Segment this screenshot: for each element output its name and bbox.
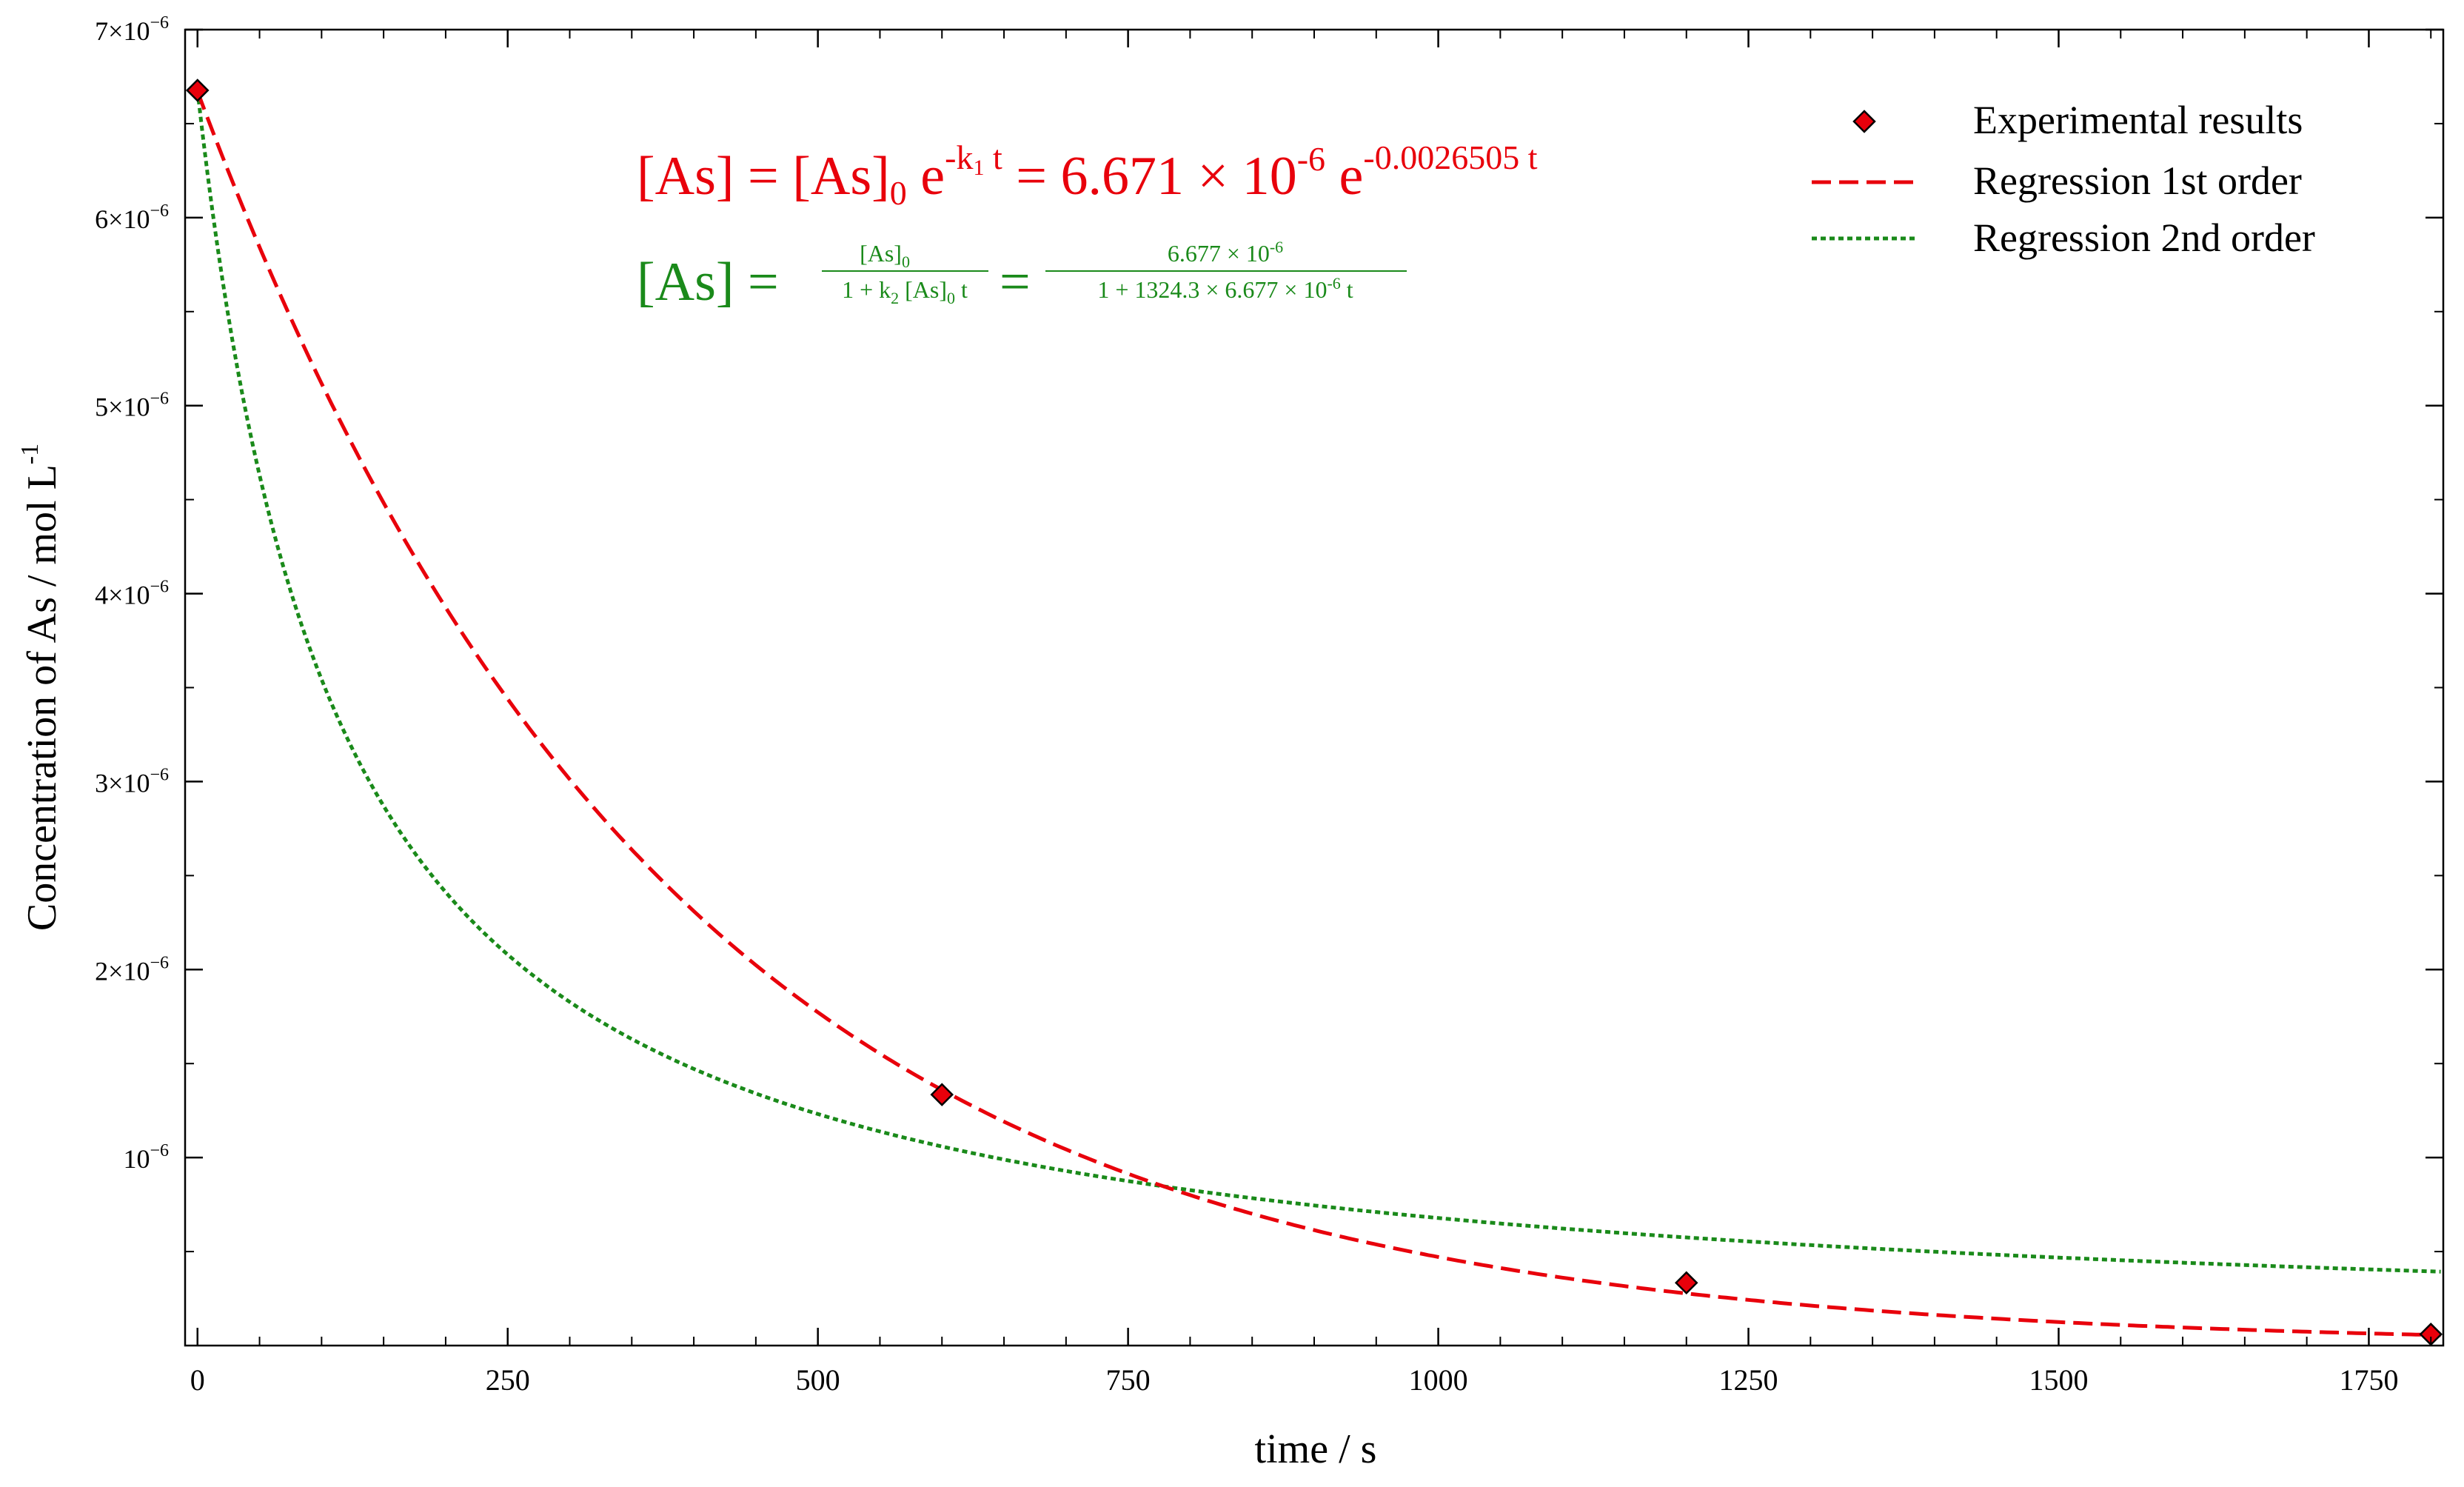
x-tick-label: 750 (1106, 1363, 1151, 1397)
y-axis-label: Concentration of As / mol L-1 (16, 444, 65, 931)
data-point-marker (1674, 1271, 1698, 1294)
series-line-2nd-order (195, 90, 2441, 1274)
legend-item-experimental: Experimental results (1852, 98, 2303, 142)
x-tick-label: 0 (190, 1363, 205, 1397)
legend-item-2nd-order: Regression 2nd order (1812, 215, 2315, 260)
legend-label: Experimental results (1973, 98, 2303, 142)
y-tick-label: 6×10−6 (95, 201, 169, 234)
legend-diamond-marker (1852, 110, 1876, 133)
y-tick-label: 2×10−6 (95, 953, 169, 986)
equation-second-order: [As] = [As]0 1 + k2 [As]0 t = 6.677 × 10… (637, 238, 1407, 313)
legend-label: Regression 2nd order (1973, 215, 2315, 260)
x-tick-label: 1750 (2339, 1363, 2398, 1397)
y-tick-label: 5×10−6 (95, 390, 169, 422)
equation2-frac1-denominator: 1 + k2 [As]0 t (842, 276, 968, 307)
y-tick-label: 7×10−6 (95, 13, 169, 46)
axes: 0 250 500 750 1000 1250 1500 1750 10−6 2×10−6 3×1… (95, 13, 2445, 1397)
y-tick-label: 4×10−6 (95, 578, 169, 610)
y-tick-label: 10−6 (123, 1141, 169, 1174)
legend-item-1st-order: Regression 1st order (1812, 158, 2302, 203)
y-tick-label: 3×10−6 (95, 765, 169, 798)
x-tick-label: 250 (486, 1363, 530, 1397)
legend: Experimental results Regression 1st orde… (1812, 98, 2315, 260)
x-tick-label: 1500 (2029, 1363, 2088, 1397)
series-line-1st-order (195, 90, 2441, 1337)
equation2-frac1-numerator: [As]0 (860, 240, 910, 271)
x-tick-label: 500 (796, 1363, 840, 1397)
x-tick-label: 1000 (1409, 1363, 1468, 1397)
equation2-lhs: [As] = (637, 252, 779, 313)
legend-label: Regression 1st order (1973, 158, 2302, 203)
equation2-equals: = (1000, 252, 1031, 313)
equation2-frac2-denominator: 1 + 1324.3 × 6.677 × 10-6 t (1097, 274, 1353, 303)
curves-layer (195, 90, 2441, 1337)
x-tick-label: 1250 (1719, 1363, 1778, 1397)
x-axis-label: time / s (1255, 1426, 1377, 1472)
equation2-frac2-numerator: 6.677 × 10-6 (1168, 238, 1283, 267)
x-axis-ticks: 0 250 500 750 1000 1250 1500 1750 (190, 30, 2432, 1397)
data-point-marker (930, 1083, 954, 1106)
data-point-marker (185, 78, 210, 102)
y-axis-ticks: 10−6 2×10−6 3×10−6 4×10−6 5×10−6 6×10−6 7×10−6 (95, 13, 2443, 1253)
equation-first-order: [As] = [As]0 e-k1 t = 6.671 × 10-6 e-0.0… (637, 138, 1538, 212)
